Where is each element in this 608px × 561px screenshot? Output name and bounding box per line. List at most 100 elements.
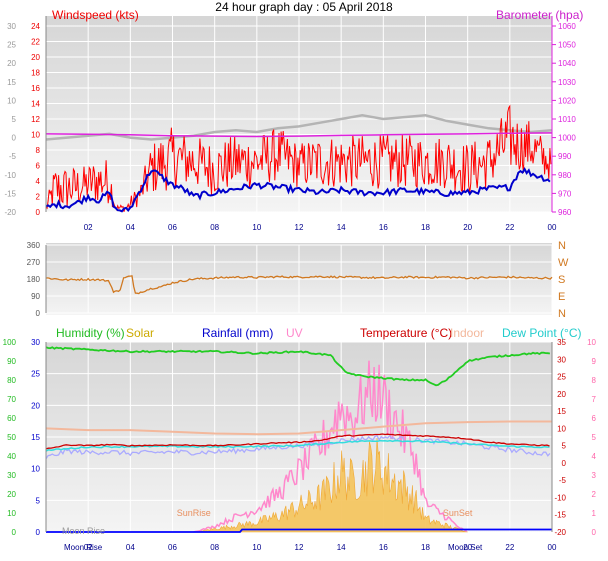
- outer-tick-label: -5: [9, 152, 17, 161]
- windspeed-tick-label: 2: [36, 193, 41, 202]
- humidity-line: [45, 346, 551, 387]
- windspeed-tick-label: 12: [31, 115, 40, 124]
- rainfall-line: [46, 528, 552, 533]
- temperature-tick-label: -10: [554, 493, 566, 502]
- windspeed-tick-label: 14: [31, 100, 40, 109]
- barometer-tick-label: 1000: [558, 134, 576, 143]
- temperature-tick-label: 0: [562, 459, 567, 468]
- solar-label: Solar: [126, 326, 154, 340]
- temperature-tick-label: 5: [562, 442, 567, 451]
- outer-tick-label: -15: [4, 189, 16, 198]
- x-tick-label: 18: [421, 543, 430, 552]
- barometer-tick-label: 960: [558, 208, 572, 217]
- uv-tick-label: 4: [592, 452, 597, 461]
- windspeed-tick-label: 8: [36, 146, 41, 155]
- x-tick-label: 02: [84, 543, 93, 552]
- page-title: 24 hour graph day : 05 April 2018: [215, 0, 393, 14]
- x-tick-label: 20: [463, 543, 472, 552]
- temperature-label: Temperature (°C): [360, 326, 452, 340]
- x-tick-label: 04: [126, 223, 135, 232]
- moonrise-label-faint: Moon Rise: [62, 526, 105, 536]
- humidity-tick-label: 30: [7, 471, 16, 480]
- temperature-tick-label: -20: [554, 528, 566, 537]
- humidity-tick-label: 50: [7, 433, 16, 442]
- windspeed-tick-label: 22: [31, 38, 40, 47]
- barometer-tick-label: 1060: [558, 22, 576, 31]
- humidity-tick-label: 80: [7, 376, 16, 385]
- x-tick-label: 12: [295, 543, 304, 552]
- outer-tick-label: 25: [7, 41, 16, 50]
- direction-line: [45, 275, 553, 295]
- direction-tick-label: 180: [27, 275, 41, 284]
- compass-label: E: [558, 291, 565, 303]
- temperature-tick-label: -15: [554, 511, 566, 520]
- temperature-tick-label: 10: [557, 424, 566, 433]
- x-tick-label: 10: [252, 223, 261, 232]
- outer-tick-label: 5: [12, 115, 17, 124]
- compass-label: W: [558, 257, 569, 269]
- uv-tick-label: 6: [592, 414, 597, 423]
- windspeed-tick-label: 10: [31, 131, 40, 140]
- windspeed-line: [45, 104, 552, 212]
- humidity-tick-label: 20: [7, 490, 16, 499]
- outer-tick-label: -10: [4, 171, 16, 180]
- windspeed-tick-label: 0: [36, 208, 41, 217]
- temperature-tick-label: 35: [557, 338, 566, 347]
- x-tick-label: 16: [379, 223, 388, 232]
- temperature-line: [45, 433, 550, 450]
- x-tick-label: 12: [295, 223, 304, 232]
- x-tick-label: 10: [252, 543, 261, 552]
- rainfall-tick-label: 20: [31, 401, 40, 410]
- barometer-tick-label: 970: [558, 189, 572, 198]
- barometer-tick-label: 1020: [558, 96, 576, 105]
- uv-tick-label: 7: [592, 395, 597, 404]
- x-tick-label: 20: [463, 223, 472, 232]
- outer-tick-label: 20: [7, 59, 16, 68]
- rainfall-tick-label: 15: [31, 433, 40, 442]
- compass-label: S: [558, 274, 565, 286]
- barometer-tick-label: 980: [558, 171, 572, 180]
- x-tick-label: 18: [421, 223, 430, 232]
- x-tick-label: 08: [210, 543, 219, 552]
- windspeed-tick-label: 20: [31, 53, 40, 62]
- x-tick-label: 14: [337, 223, 346, 232]
- windspeed-tick-label: 6: [36, 162, 41, 171]
- uv-tick-label: 2: [592, 490, 597, 499]
- direction-tick-label: 0: [36, 309, 41, 318]
- humidity-tick-label: 40: [7, 452, 16, 461]
- rainfall-tick-label: 5: [36, 496, 41, 505]
- direction-tick-label: 90: [31, 292, 40, 301]
- compass-label: N: [558, 240, 566, 252]
- windspeed-tick-label: 16: [31, 84, 40, 93]
- temperature-tick-label: -5: [559, 476, 567, 485]
- barometer-tick-label: 1050: [558, 41, 576, 50]
- rainfall-label: Rainfall (mm): [202, 326, 273, 340]
- moonset-label: Moon Set: [448, 543, 483, 552]
- barometer-tick-label: 1040: [558, 59, 576, 68]
- uv-tick-label: 5: [592, 433, 597, 442]
- uv-tick-label: 1: [592, 509, 597, 518]
- barometer-tick-label: 990: [558, 152, 572, 161]
- avg-wind-line: [45, 167, 551, 213]
- windspeed-tick-label: 24: [31, 22, 40, 31]
- rainfall-tick-label: 0: [36, 528, 41, 537]
- barometer-tick-label: 1010: [558, 115, 576, 124]
- solar-area: [193, 437, 468, 533]
- uv-tick-label: 10: [587, 338, 596, 347]
- sunset-label: SunSet: [443, 508, 473, 518]
- dewpoint-label: Dew Point (°C): [502, 326, 581, 340]
- outer-tick-label: -20: [4, 208, 16, 217]
- temperature-tick-label: 25: [557, 373, 566, 382]
- x-tick-label: 16: [379, 543, 388, 552]
- x-tick-label: 14: [337, 543, 346, 552]
- dewpoint-line: [45, 439, 550, 452]
- x-tick-label: 22: [505, 223, 514, 232]
- uv-tick-label: 9: [592, 357, 597, 366]
- x-tick-label: 06: [168, 543, 177, 552]
- outer-tick-label: 30: [7, 22, 16, 31]
- rainfall-tick-label: 25: [31, 370, 40, 379]
- barometer-tick-label: 1030: [558, 78, 576, 87]
- direction-tick-label: 270: [27, 258, 41, 267]
- direction-tick-label: 360: [27, 241, 41, 250]
